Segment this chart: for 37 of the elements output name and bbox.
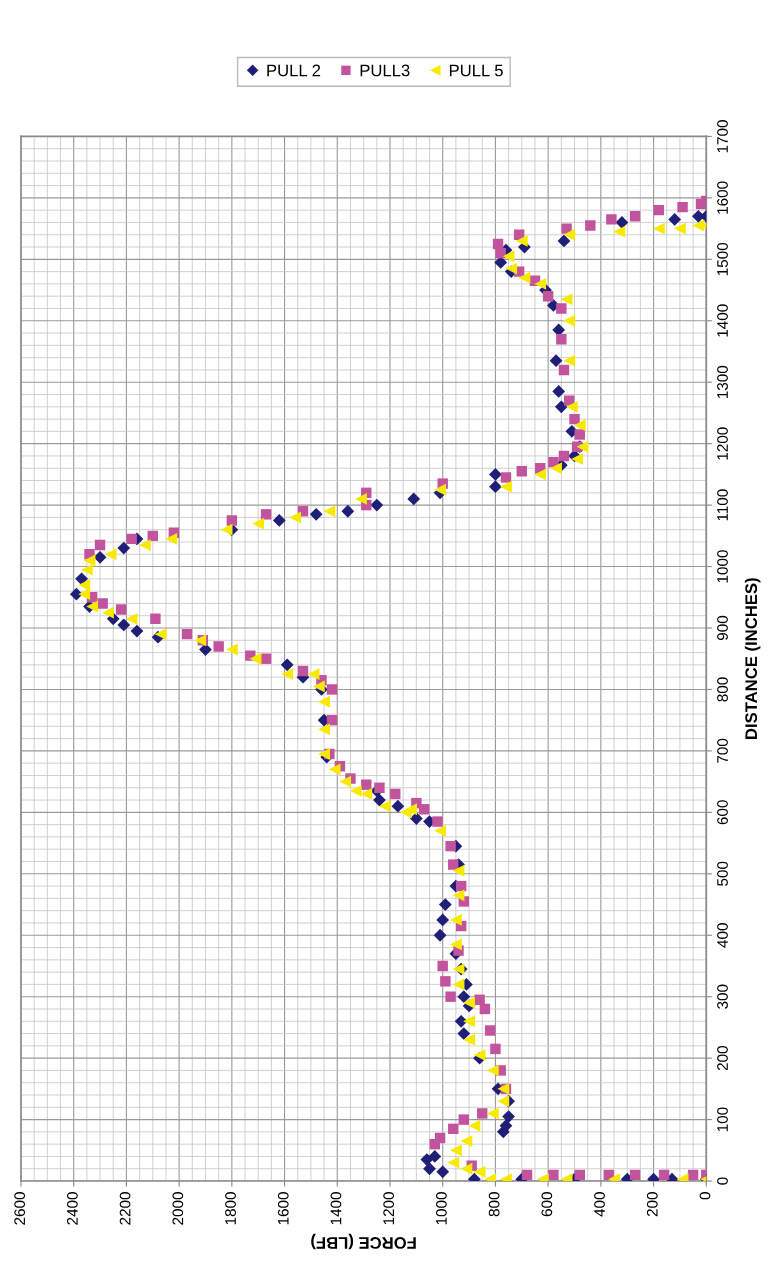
x-tick-label: 400 (594, 1192, 605, 1217)
x-tick-label: 1800 (225, 1192, 236, 1225)
y-tick-label: 1100 (717, 489, 728, 521)
y-tick-label: 200 (717, 1045, 728, 1071)
x-tick-label: 1000 (435, 1192, 447, 1225)
y-tick-label: 0 (717, 1177, 728, 1185)
x-tick-label: 2200 (119, 1192, 131, 1225)
y-tick-label: 1500 (717, 242, 728, 276)
x-tick-label: 600 (541, 1192, 553, 1217)
y-tick-label: 1200 (717, 427, 728, 460)
y-tick-label: 1000 (717, 550, 728, 583)
y-tick-label: 1600 (717, 181, 728, 214)
y-tick-label: 400 (717, 923, 728, 948)
y-tick-label: 1700 (717, 120, 728, 153)
y-tick-label: 600 (717, 800, 728, 825)
legend-label: PULL 5 (449, 64, 503, 77)
y-tick-label: 700 (717, 738, 728, 763)
x-tick-label: 1200 (383, 1192, 395, 1225)
x-tick-label: 2000 (172, 1192, 184, 1225)
y-tick-label: 900 (717, 615, 728, 641)
legend-label: PULL 2 (267, 64, 321, 77)
x-tick-label: 0 (699, 1192, 711, 1200)
x-tick-label: 1400 (330, 1192, 342, 1225)
y-axis-title: DISTANCE (INCHES) (744, 578, 761, 739)
x-tick-label: 200 (646, 1192, 658, 1217)
x-tick-label: 1600 (277, 1192, 289, 1225)
y-tick-label: 100 (717, 1107, 728, 1132)
x-axis-title: FORCE (LBF) (311, 1233, 416, 1250)
y-tick-label: 1400 (717, 304, 728, 337)
x-tick-label: 2400 (66, 1192, 78, 1225)
y-tick-label: 500 (717, 861, 728, 886)
y-tick-label: 300 (717, 984, 728, 1009)
y-tick-label: 1300 (717, 365, 728, 399)
y-tick-label: 800 (717, 677, 728, 702)
x-tick-label: 800 (488, 1192, 500, 1217)
legend-label: PULL3 (360, 64, 410, 77)
x-tick-label: 2600 (14, 1192, 26, 1225)
